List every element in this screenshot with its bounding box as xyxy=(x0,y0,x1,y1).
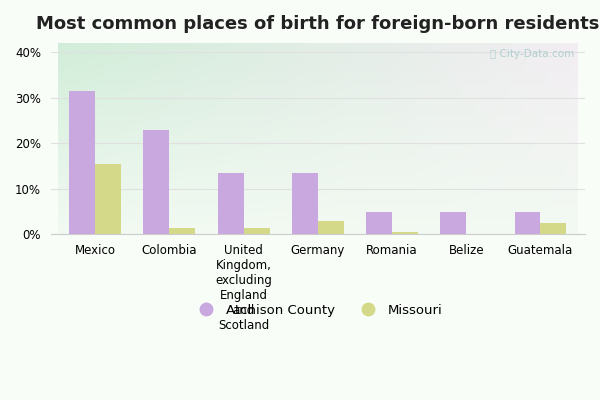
Bar xyxy=(318,221,344,234)
Bar xyxy=(218,173,244,234)
Bar xyxy=(440,212,466,234)
Bar xyxy=(541,223,566,234)
Bar xyxy=(392,232,418,234)
Bar xyxy=(69,91,95,234)
Text: ⓘ City-Data.com: ⓘ City-Data.com xyxy=(490,49,574,59)
Bar xyxy=(366,212,392,234)
Bar xyxy=(95,164,121,234)
Bar xyxy=(292,173,318,234)
Legend: Atchison County, Missouri: Atchison County, Missouri xyxy=(188,298,448,322)
Bar xyxy=(515,212,541,234)
Title: Most common places of birth for foreign-born residents: Most common places of birth for foreign-… xyxy=(36,15,599,33)
Bar xyxy=(143,130,169,234)
Bar xyxy=(244,228,269,234)
Bar xyxy=(169,228,196,234)
